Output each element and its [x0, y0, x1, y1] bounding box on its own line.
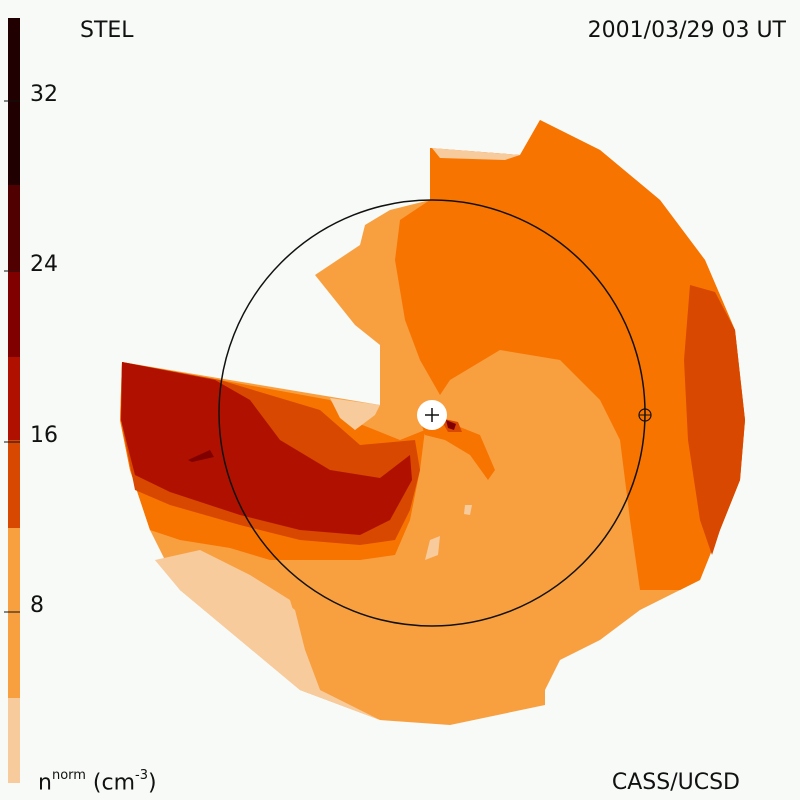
region-right-orange [395, 120, 745, 590]
colorbar-level-2 [8, 528, 20, 698]
colorbar-label-16: 16 [30, 423, 58, 448]
units-superscript: norm [51, 768, 86, 783]
colorbar [4, 18, 20, 783]
sun-marker [417, 400, 447, 430]
earth-marker [638, 408, 652, 422]
colorbar-label-8: 8 [30, 593, 44, 618]
colorbar-level-4 [8, 440, 20, 528]
units-exponent: -3 [135, 768, 149, 783]
instrument-label: STEL [80, 18, 134, 43]
colorbar-units: nnorm (cm-3) [38, 768, 157, 796]
colorbar-level-7 [8, 185, 20, 270]
colorbar-label-24: 24 [30, 252, 58, 277]
colorbar-level-6 [8, 270, 20, 357]
colorbar-label-32: 32 [30, 82, 58, 107]
units-tail: (cm [85, 770, 136, 796]
colorbar-level-5 [8, 357, 20, 440]
timestamp-label: 2001/03/29 03 UT [587, 18, 786, 43]
units-symbol: n [38, 770, 52, 796]
units-close: ) [148, 770, 157, 796]
credit-label: CASS/UCSD [611, 770, 740, 795]
region-right-red [684, 285, 745, 555]
region-left-core [121, 362, 412, 535]
colorbar-level-1 [8, 698, 20, 783]
